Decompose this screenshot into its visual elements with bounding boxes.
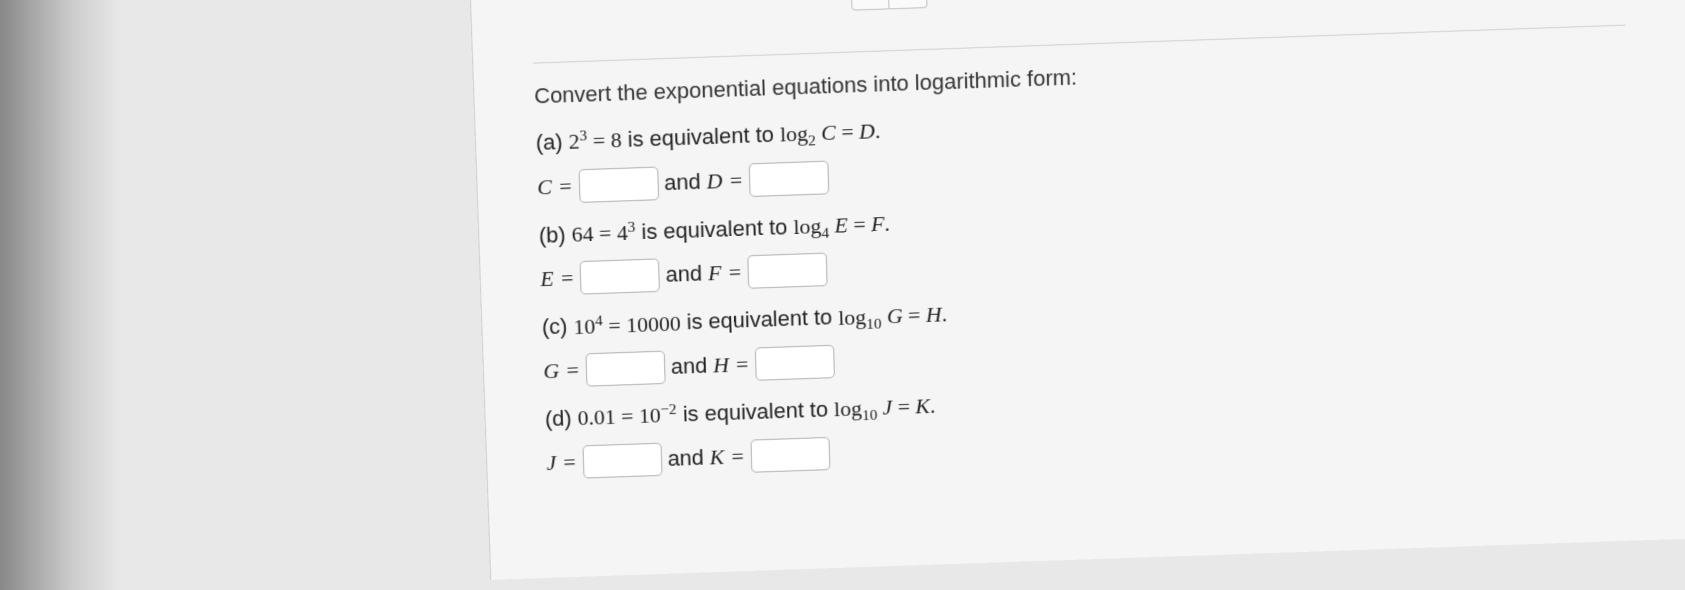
part-b-logbase: 4: [821, 225, 829, 242]
chevron-right-icon: ›: [905, 0, 911, 2]
input-E[interactable]: [580, 259, 660, 295]
part-d-var2: K: [709, 444, 724, 470]
part-a: (a) 23 = 8 is equivalent to log2 C = D. …: [535, 91, 1626, 204]
eq-sign: =: [559, 266, 575, 292]
part-a-var2: D: [706, 168, 723, 194]
next-button[interactable]: ›: [889, 0, 928, 9]
part-a-base: 2: [568, 129, 580, 154]
part-d-mid: is equivalent to: [683, 397, 829, 426]
input-D[interactable]: [749, 160, 829, 196]
part-c-exp: 4: [595, 312, 603, 329]
part-b-resvar: F: [871, 211, 885, 236]
input-C[interactable]: [578, 166, 659, 202]
part-b-var2: F: [708, 261, 722, 287]
input-K[interactable]: [750, 437, 830, 473]
part-c-and: and: [670, 353, 707, 380]
part-c-label: (c): [542, 314, 568, 339]
part-a-and: and: [664, 169, 701, 196]
part-d-lhs: 0.01: [577, 405, 616, 431]
eq-sign: =: [728, 167, 744, 193]
eq-sign: =: [565, 358, 581, 384]
chevron-left-icon: ‹: [867, 0, 873, 3]
part-b-label: (b): [538, 222, 566, 248]
part-c-mid: is equivalent to: [686, 305, 832, 335]
page-edge-shadow: [0, 0, 120, 590]
input-J[interactable]: [582, 443, 662, 479]
part-d-var1: J: [546, 450, 556, 476]
part-c-logbase: 10: [866, 316, 882, 333]
part-b-var1: E: [540, 266, 554, 292]
part-c-argvar: G: [887, 303, 903, 328]
input-G[interactable]: [585, 351, 665, 387]
part-d-exp: −2: [660, 401, 677, 418]
part-a-logbase: 2: [808, 133, 816, 150]
part-c-result: 10000: [626, 311, 681, 337]
part-d: (d) 0.01 = 10−2 is equivalent to log10 J…: [545, 368, 1628, 479]
part-a-resvar: D: [859, 119, 875, 144]
part-d-and: and: [667, 445, 704, 472]
part-d-label: (d): [545, 406, 572, 431]
part-a-argvar: C: [821, 120, 836, 145]
prev-button[interactable]: ‹: [851, 0, 890, 11]
nav-arrows: ‹ ›: [851, 0, 928, 11]
eq-sign: =: [734, 352, 749, 378]
part-b: (b) 64 = 43 is equivalent to log4 E = F.…: [538, 184, 1626, 296]
part-d-logbase: 10: [862, 408, 878, 425]
eq-sign: =: [557, 173, 573, 199]
part-b-argvar: E: [834, 212, 848, 237]
part-a-var1: C: [537, 174, 552, 200]
part-a-exp: 3: [579, 127, 587, 144]
part-c: (c) 104 = 10000 is equivalent to log10 G…: [542, 277, 1628, 389]
part-a-label: (a): [535, 130, 563, 156]
input-H[interactable]: [755, 345, 835, 381]
input-F[interactable]: [748, 253, 828, 289]
question-panel: ‹ › Convert the exponential equations in…: [470, 0, 1685, 580]
eq-sign: =: [727, 260, 742, 286]
part-b-exp: 3: [627, 219, 635, 236]
part-c-var2: H: [713, 352, 729, 378]
part-b-and: and: [665, 261, 702, 288]
part-d-argvar: J: [882, 395, 892, 420]
part-c-resvar: H: [926, 302, 942, 327]
part-a-result: 8: [610, 128, 622, 153]
eq-sign: =: [730, 444, 745, 470]
part-b-mid: is equivalent to: [641, 215, 788, 245]
part-c-base: 10: [573, 314, 596, 339]
part-a-mid: is equivalent to: [627, 122, 774, 152]
part-c-var1: G: [543, 358, 560, 384]
part-d-base: 10: [639, 403, 661, 428]
part-b-lhs: 64: [571, 221, 594, 246]
part-d-resvar: K: [915, 394, 930, 419]
eq-sign: =: [562, 449, 578, 475]
